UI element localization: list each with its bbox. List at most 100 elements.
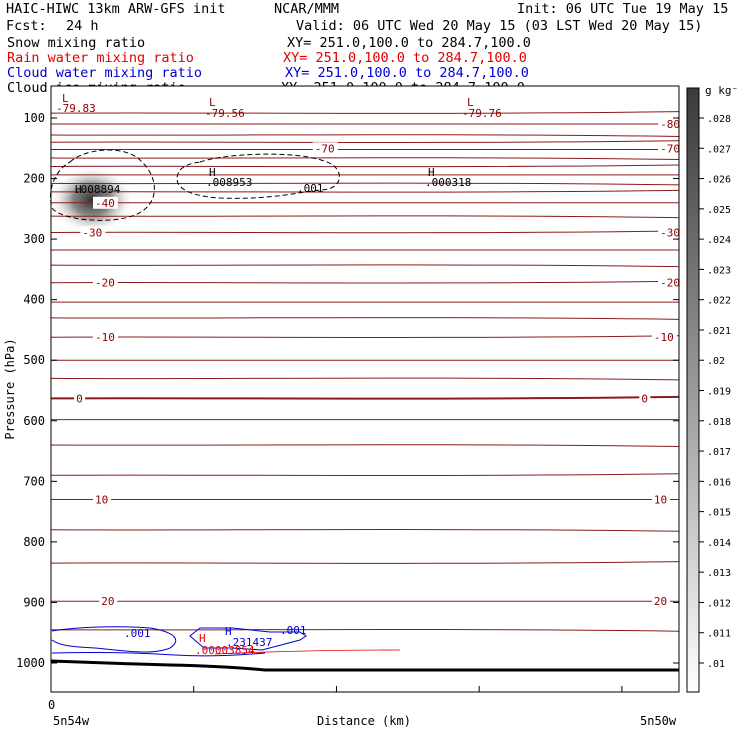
contour-label-bg [658,276,684,289]
extremum-l-left-value: -79.83 [56,102,96,115]
model-title: HAIC-HIWC 13km ARW-GFS init [6,1,225,17]
extremum-l-left-mark: L [62,92,69,105]
y-tick-label: 800 [23,535,45,549]
contour-label-bg [80,226,106,239]
colorbar-unit: g kg⁻¹ [705,84,740,97]
y-tick-label: 500 [23,353,45,367]
contour-label: -10 [654,331,674,344]
y-tick-label: 400 [23,293,45,307]
isotherm-line [50,230,680,234]
contour-label-bg [658,118,684,131]
plot-frame [50,85,680,693]
contour-label: 0 [76,392,83,405]
y-tick-label: 200 [23,172,45,186]
contour-label: -10 [95,331,115,344]
colorbar-tick-label: .018 [707,417,731,428]
chart-header: HAIC-HIWC 13km ARW-GFS init NCAR/MMM Ini… [6,1,728,96]
colorbar-ticks: .028 .027 .026 .025 .024 .023 .022 .021 .02 .019.… [699,114,731,670]
contour-label-bg [651,493,670,506]
y-tick-label: 300 [23,232,45,246]
colorbar-tick-label: .013 [707,568,731,579]
extremum-h-right-mark: H [428,166,435,179]
contour-label: -80 [660,118,680,131]
colorbar-tick-label: .025 [707,205,731,216]
isotherm-line [50,157,680,160]
field-rain-name: Rain water mixing ratio [7,50,194,66]
colorbar-tick-label: .014 [707,538,731,549]
field-cloudwater-name: Cloud water mixing ratio [7,65,202,81]
isotherm-line [50,335,680,338]
extremum-h-center-mark: H [209,166,216,179]
isotherm-line [50,189,680,193]
valid-time: Valid: 06 UTC Wed 20 May 15 (03 LST Wed … [296,18,702,34]
temperature-contours [50,111,680,632]
x-left-end-label: 5n54w [53,714,90,728]
cloudwater-h-value: .231437 [226,636,272,649]
x-right-end-label: 5n50w [640,714,677,728]
cloudwater-contour-center [189,627,307,651]
contour-label-bg [74,392,86,405]
contour-label: 10 [654,494,667,507]
colorbar-tick-label: .01 [707,659,725,670]
contour-label-bg [658,226,684,239]
isotherm-line [50,280,680,284]
contour-label-bg [312,142,338,155]
contour-label-bg [658,142,684,155]
rain-contour [214,649,401,655]
contour-label: -70 [315,142,335,155]
contour-label: -20 [660,277,680,290]
snow-shading [50,166,134,234]
snow-contour-left [50,149,155,221]
isotherm-line [50,395,680,400]
isotherm-line [50,377,680,381]
cloudwater-contour-base [51,651,266,657]
extremum-h-left-mark: H [75,183,82,196]
contour-label: 20 [654,595,667,608]
cloudwater-contour-left [51,626,177,653]
contour-label: -70 [660,142,680,155]
terrain-line [50,659,679,672]
x-tick-label-0: 0 [48,698,55,712]
contour-label: 0 [641,392,648,405]
field-snow-xy: XY= 251.0,100.0 to 284.7,100.0 [287,35,531,51]
isotherm-line [50,111,680,114]
isotherm-line [50,134,680,137]
cloudwater-label-left: .001 [124,627,151,640]
colorbar-tick-label: .021 [707,326,731,337]
isotherm-line [50,215,680,219]
forecast-label: Fcst: [6,18,47,34]
rain-h-value: .00003854 [195,644,255,657]
colorbar-tick-label: .017 [707,447,731,458]
contour-label-bg [651,595,670,608]
colorbar-tick-label: .019 [707,387,731,398]
extremum-h-right-value: .000318 [425,176,471,189]
extremum-l-right-value: -79.76 [462,107,502,120]
isotherm-line [50,164,680,168]
contour-label-bg [651,331,677,344]
rain-h-mark: H [199,632,206,645]
contour-label-bg [92,276,118,289]
isotherm-line [50,444,680,447]
contour-label-bg [99,595,118,608]
extremum-l-center-value: -79.56 [205,107,245,120]
plot-background [51,86,679,692]
org-label: NCAR/MMM [274,1,339,17]
plot-area: -80 -70 -70 -40 -30 -30 -20 -20 -10 -10 0 0 10 10 20 20… [16,85,684,693]
contour-label-bg [639,392,651,405]
y-tick-label: 100 [23,111,45,125]
colorbar-tick-label: .023 [707,265,731,276]
extremum-l-right-mark: L [467,96,474,109]
colorbar-tick-label: .026 [707,175,731,186]
cloudwater-label-right: .001 [280,624,307,637]
y-tick-label: 900 [23,595,45,609]
extremum-l-center-mark: L [209,96,216,109]
snow-contour-label: .001 [297,182,324,195]
isotherm-line [50,182,680,186]
x-axis-title: Distance (km) [317,714,411,728]
contour-label: -40 [95,197,115,210]
colorbar-tick-label: .011 [707,629,731,640]
colorbar-tick-label: .016 [707,477,731,488]
colorbar-tick-label: .024 [707,235,731,246]
